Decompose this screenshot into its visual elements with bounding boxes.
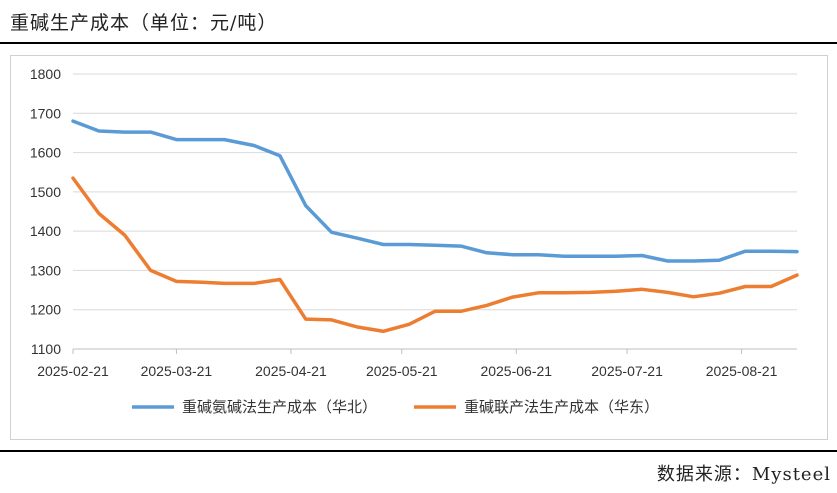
y-tick-label-1400: 1400 — [30, 223, 61, 239]
y-tick-label-1500: 1500 — [30, 184, 61, 200]
x-tick-label-2025-07-21: 2025-07-21 — [591, 363, 663, 379]
chart-legend: 重碱氨碱法生产成本（华北） 重碱联产法生产成本（华东） — [132, 398, 659, 416]
data-source-note: 数据来源：Mysteel — [656, 464, 831, 485]
x-axis: 2025-02-21 2025-03-21 2025-04-21 2025-05-21… — [37, 348, 797, 379]
series-line-1 — [71, 119, 799, 263]
y-tick-label-1200: 1200 — [30, 302, 61, 318]
legend-label-1: 重碱氨碱法生产成本（华北） — [182, 398, 377, 416]
footer-divider — [0, 450, 837, 452]
page-title: 重碱生产成本（单位：元/吨） — [10, 12, 278, 34]
x-tick-label-2025-04-21: 2025-04-21 — [255, 363, 327, 379]
y-tick-label-1300: 1300 — [30, 262, 61, 278]
x-tick-label-2025-03-21: 2025-03-21 — [141, 363, 213, 379]
x-tick-label-2025-05-21: 2025-05-21 — [366, 363, 438, 379]
x-tick-label-2025-02-21: 2025-02-21 — [37, 363, 109, 379]
y-tick-label-1700: 1700 — [30, 105, 61, 121]
y-tick-label-1800: 1800 — [30, 66, 61, 82]
y-tick-label-1100: 1100 — [31, 341, 61, 357]
y-tick-label-1600: 1600 — [30, 145, 61, 161]
legend-label-2: 重碱联产法生产成本（华东） — [464, 398, 659, 416]
y-axis: 1100 1200 1300 1400 1500 1600 1700 1800 — [30, 66, 61, 357]
chart-grid — [73, 73, 797, 311]
chart-frame — [10, 55, 828, 440]
header-divider — [0, 42, 837, 44]
series-line-2 — [71, 176, 799, 334]
chart-series — [71, 119, 799, 334]
x-tick-label-2025-08-21: 2025-08-21 — [706, 363, 778, 379]
x-tick-label-2025-06-21: 2025-06-21 — [480, 363, 552, 379]
